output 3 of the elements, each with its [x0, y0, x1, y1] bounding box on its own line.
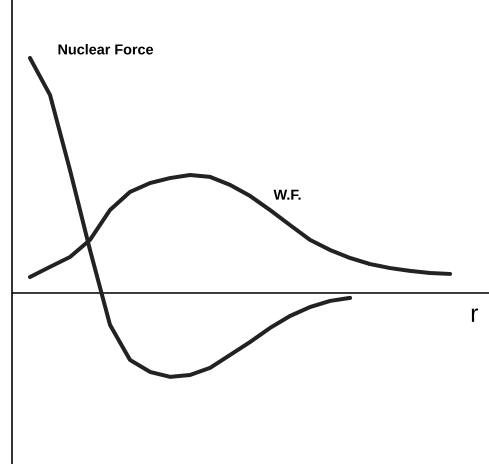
x-axis-title: r	[472, 308, 478, 322]
series-label: W.F.	[274, 190, 301, 200]
series-label: Nuclear Force	[58, 44, 154, 54]
